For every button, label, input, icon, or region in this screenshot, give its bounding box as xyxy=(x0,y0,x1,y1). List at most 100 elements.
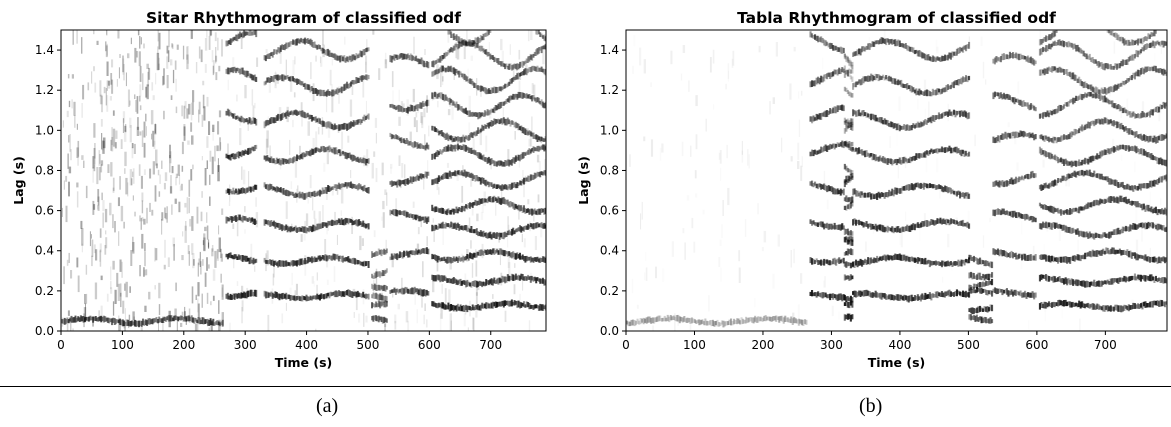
heatmap-cell xyxy=(912,184,915,191)
heatmap-cell xyxy=(203,237,206,252)
heatmap-cell xyxy=(86,316,89,322)
heatmap-cell xyxy=(889,294,892,301)
heatmap-cell xyxy=(375,271,378,279)
heatmap-cell xyxy=(286,110,289,117)
heatmap-cell xyxy=(883,76,886,81)
heatmap-cell xyxy=(965,222,968,227)
heatmap-cell xyxy=(85,185,88,199)
heatmap-cell xyxy=(891,255,894,261)
heatmap-cell xyxy=(358,292,361,297)
heatmap-cell xyxy=(316,284,318,301)
heatmap-cell xyxy=(537,47,540,54)
heatmap-cell xyxy=(726,144,728,159)
heatmap-cell xyxy=(1109,248,1112,255)
heatmap-cell xyxy=(827,43,830,48)
heatmap-cell xyxy=(285,302,287,311)
heatmap-cell xyxy=(298,79,301,85)
heatmap-cell xyxy=(393,209,396,216)
heatmap-cell xyxy=(343,55,346,62)
heatmap-cell xyxy=(494,301,497,308)
heatmap-cell xyxy=(891,38,894,45)
heatmap-cell xyxy=(479,128,482,133)
heatmap-cell xyxy=(1156,257,1159,264)
heatmap-cell xyxy=(396,288,399,293)
heatmap-cell xyxy=(337,88,340,93)
heatmap-cell xyxy=(843,128,846,134)
heatmap-cell xyxy=(1060,224,1063,229)
heatmap-cell xyxy=(1045,221,1048,229)
heatmap-cell xyxy=(396,54,399,60)
heatmap-cell xyxy=(255,184,258,190)
heatmap-cell xyxy=(482,112,485,117)
heatmap-cell xyxy=(290,191,293,196)
heatmap-cell xyxy=(363,260,366,267)
heatmap-cell xyxy=(475,307,478,318)
heatmap-cell xyxy=(470,203,473,207)
heatmap-cell xyxy=(446,278,449,283)
heatmap-cell xyxy=(293,295,296,301)
heatmap-cell xyxy=(880,292,883,300)
heatmap-cell xyxy=(343,183,346,188)
heatmap-cell xyxy=(297,78,300,84)
heatmap-cell xyxy=(372,292,375,299)
heatmap-cell xyxy=(294,296,297,301)
heatmap-cell xyxy=(544,304,546,311)
heatmap-cell xyxy=(439,149,442,155)
heatmap-cell xyxy=(1090,281,1093,286)
heatmap-cell xyxy=(336,234,338,245)
heatmap-cell xyxy=(340,210,342,216)
heatmap-cell xyxy=(731,320,734,326)
heatmap-cell xyxy=(366,149,369,166)
heatmap-cell xyxy=(928,183,931,188)
heatmap-cell xyxy=(139,105,142,111)
heatmap-cell xyxy=(838,143,841,147)
heatmap-cell xyxy=(955,48,958,56)
heatmap-cell xyxy=(1162,225,1165,231)
heatmap-cell xyxy=(208,264,210,269)
heatmap-cell xyxy=(517,204,520,211)
heatmap-cell xyxy=(325,90,328,97)
heatmap-cell xyxy=(452,277,455,284)
heatmap-cell xyxy=(946,187,949,194)
heatmap-cell xyxy=(389,104,392,108)
heatmap-cell xyxy=(332,253,335,260)
heatmap-cell xyxy=(270,220,273,227)
heatmap-cell xyxy=(924,90,927,96)
heatmap-cell xyxy=(371,251,373,258)
heatmap-cell xyxy=(500,301,503,307)
heatmap-cell xyxy=(915,123,918,128)
heatmap-cell xyxy=(919,51,922,58)
heatmap-cell xyxy=(751,317,754,323)
heatmap-cell xyxy=(435,206,438,212)
heatmap-cell xyxy=(966,292,969,297)
heatmap-cell xyxy=(99,243,102,253)
heatmap-cell xyxy=(450,65,453,73)
heatmap-cell xyxy=(449,313,452,331)
heatmap-cell xyxy=(915,223,918,228)
heatmap-cell xyxy=(432,254,435,259)
heatmap-cell xyxy=(820,221,823,227)
heatmap-cell xyxy=(497,160,500,166)
heatmap-cell xyxy=(460,40,463,47)
heatmap-cell xyxy=(122,58,125,75)
heatmap-cell xyxy=(680,316,683,322)
heatmap-cell xyxy=(492,87,494,93)
heatmap-cell xyxy=(423,314,425,325)
heatmap-cell xyxy=(868,75,871,82)
heatmap-cell xyxy=(1012,210,1015,218)
heatmap-cell xyxy=(184,306,186,318)
heatmap-cell xyxy=(661,143,664,153)
heatmap-cell xyxy=(106,95,109,112)
heatmap-cell xyxy=(235,153,237,159)
heatmap-cell xyxy=(298,155,301,160)
heatmap-cell xyxy=(952,81,955,89)
heatmap-cell xyxy=(877,293,880,298)
heatmap-cell xyxy=(1061,308,1062,318)
heatmap-cell xyxy=(500,248,503,255)
heatmap-cell xyxy=(818,77,821,85)
heatmap-cell xyxy=(1055,222,1058,228)
heatmap-cell xyxy=(851,76,854,82)
heatmap-cell xyxy=(925,294,928,299)
heatmap-cell xyxy=(68,252,70,263)
heatmap-cell xyxy=(340,86,343,94)
